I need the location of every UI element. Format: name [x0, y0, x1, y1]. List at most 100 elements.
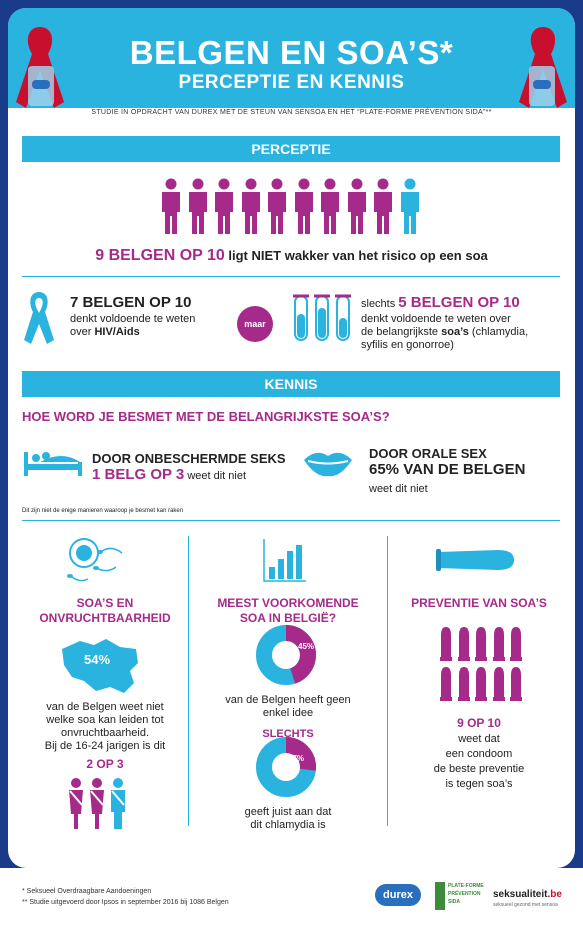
sek-a: seksualiteit: [493, 889, 548, 900]
condom-mark-icon: [475, 667, 487, 701]
col2-title-1: MEEST VOORKOMENDE: [217, 596, 359, 610]
footnote-1: * Seksueel Overdraagbare Aandoeningen: [22, 888, 152, 895]
col2-text-3: geeft juist aan dat: [244, 806, 332, 818]
condom-mark-icon: [475, 627, 487, 661]
oral-rest: weet dit niet: [369, 483, 428, 495]
col1-text-3: onvruchtbaarheid.: [60, 727, 150, 739]
kennis-note: Dit zijn niet de enige manieren waaroop …: [22, 508, 184, 514]
belgium-map-icon: [62, 639, 138, 693]
condom-mark-icon: [457, 627, 470, 661]
soa-text-3: syfilis en gonorroe): [361, 339, 454, 351]
red-ribbon-icon: [519, 27, 567, 108]
person-icon: [374, 178, 392, 234]
col3-text-2: een condoom: [445, 748, 513, 760]
divider: [22, 276, 560, 277]
pie-chart-27: 27%: [256, 737, 316, 797]
soa-strong: 5 BELGEN OP 10: [398, 294, 520, 311]
seks-rest: weet dit niet: [184, 470, 247, 482]
oral-strong: 65% VAN DE BELGEN: [369, 461, 526, 478]
col1-title-1: SOA’S EN: [76, 596, 134, 610]
divider: [22, 520, 560, 521]
plate-forme-logo: PLATE-FORME PRÉVENTION SIDA: [435, 882, 485, 912]
header-banner: [8, 8, 575, 108]
soa-text-1: denkt voldoende te weten over: [361, 313, 511, 325]
condom-mark-icon: [457, 667, 470, 701]
red-ribbon-icon: [16, 27, 64, 108]
page-subtitle: PERCEPTIE EN KENNIS: [178, 72, 405, 93]
plate-forme-mark-icon: [435, 882, 445, 910]
seks-line: 1 BELG OP 3 weet dit niet: [92, 466, 247, 483]
soa-text-2a: de belangrijkste: [361, 326, 442, 338]
condom-mark-icon: [492, 627, 505, 661]
condom-mark-icon: [492, 667, 505, 701]
test-tubes-icon: [293, 294, 351, 341]
col2-text-2: enkel idee: [262, 707, 314, 719]
pie-chart-45: 45%: [256, 625, 316, 685]
sperm-egg-icon: [67, 538, 123, 582]
pie-segment: [256, 737, 316, 797]
col3-strong: 9 OP 10: [457, 716, 501, 730]
col2-title-2: SOA IN BELGIË?: [239, 611, 337, 625]
sensoa-logo: seksualiteit.be seksueel gezond met sens…: [493, 884, 577, 910]
col2-text-1: van de Belgen heeft geen: [225, 694, 351, 706]
pie1-label: 45%: [298, 642, 314, 651]
col3-text-4: is tegen soa’s: [445, 778, 513, 790]
person-icon: [188, 178, 207, 234]
study-line: STUDIE IN OPDRACHT VAN DUREX MET DE STEU…: [91, 109, 492, 116]
person-icon: [268, 178, 286, 234]
map-pct: 54%: [84, 652, 111, 667]
person-icon: [321, 178, 339, 234]
col1-title-2: ONVRUCHTBAARHEID: [39, 611, 171, 625]
person-icon: [294, 178, 313, 234]
oral-title: DOOR ORALE SEX: [369, 446, 487, 461]
claim-line: 9 BELGEN OP 10 ligt NIET wakker van het …: [0, 247, 583, 265]
page-title: BELGEN EN SOA’S*: [129, 34, 454, 71]
pf-line-2: PRÉVENTION: [448, 891, 481, 897]
bar-chart-icon: [263, 539, 306, 582]
soa-text-2: de belangrijkste soa’s (chlamydia,: [361, 326, 528, 339]
condom-icon: [436, 549, 514, 571]
col3-text-3: de beste preventie: [433, 763, 525, 775]
blue-ribbon-icon: [24, 292, 54, 344]
soa-text-2b: soa’s: [441, 326, 469, 338]
pie-segment: [256, 625, 316, 685]
column-divider: [188, 536, 189, 826]
claim-rest: ligt NIET wakker van het risico op een s…: [224, 248, 488, 263]
pf-line-3: SIDA: [448, 899, 460, 905]
pf-line-1: PLATE-FORME: [448, 883, 484, 889]
person-icon: [400, 178, 419, 234]
col3-text-1: weet dat: [458, 733, 500, 745]
col1-text-4: Bij de 16-24 jarigen is dit: [44, 740, 166, 752]
section-band-kennis: KENNIS: [22, 371, 560, 397]
condom-mark-icon: [440, 627, 452, 661]
section-band-perceptie: PERCEPTIE: [22, 136, 560, 162]
hiv-text-2: over HIV/Aids: [70, 326, 140, 339]
person-icon: [347, 178, 366, 234]
soa-pre: slechts: [361, 298, 399, 310]
col1-text-2: welke soa kan leiden tot: [46, 714, 164, 726]
claim-strong: 9 BELGEN OP 10: [95, 247, 225, 264]
sek-sub: seksueel gezond met sensoa: [493, 902, 558, 908]
person-icon: [241, 178, 260, 234]
seks-strong: 1 BELG OP 3: [92, 466, 185, 483]
col2-text-4: dit chlamydia is: [250, 819, 326, 831]
person-icon: [215, 178, 233, 234]
condom-mark-icon: [440, 667, 452, 701]
col3-title: PREVENTIE VAN SOA’S: [411, 596, 547, 610]
footer: * Seksueel Overdraagbare Aandoeningen **…: [0, 868, 583, 928]
col2-slechts: SLECHTS: [262, 728, 314, 740]
soa-text-0: slechts 5 BELGEN OP 10: [361, 294, 520, 311]
sek-b: .be: [547, 889, 562, 900]
column-divider: [387, 536, 388, 826]
condom-mark-icon: [510, 627, 522, 661]
maar-badge: maar: [237, 306, 273, 342]
hiv-strong: 7 BELGEN OP 10: [70, 294, 192, 311]
durex-logo: durex: [375, 884, 421, 906]
seks-title: DOOR ONBESCHERMDE SEKS: [92, 451, 286, 466]
col1-text-1: van de Belgen weet niet: [46, 701, 164, 713]
bed-icon: [24, 452, 82, 476]
pie2-label: 27%: [288, 754, 304, 763]
col1-strong: 2 OP 3: [86, 757, 124, 771]
soa-text-2c: (chlamydia,: [468, 326, 529, 338]
hiv-text-2a: over: [70, 326, 95, 338]
